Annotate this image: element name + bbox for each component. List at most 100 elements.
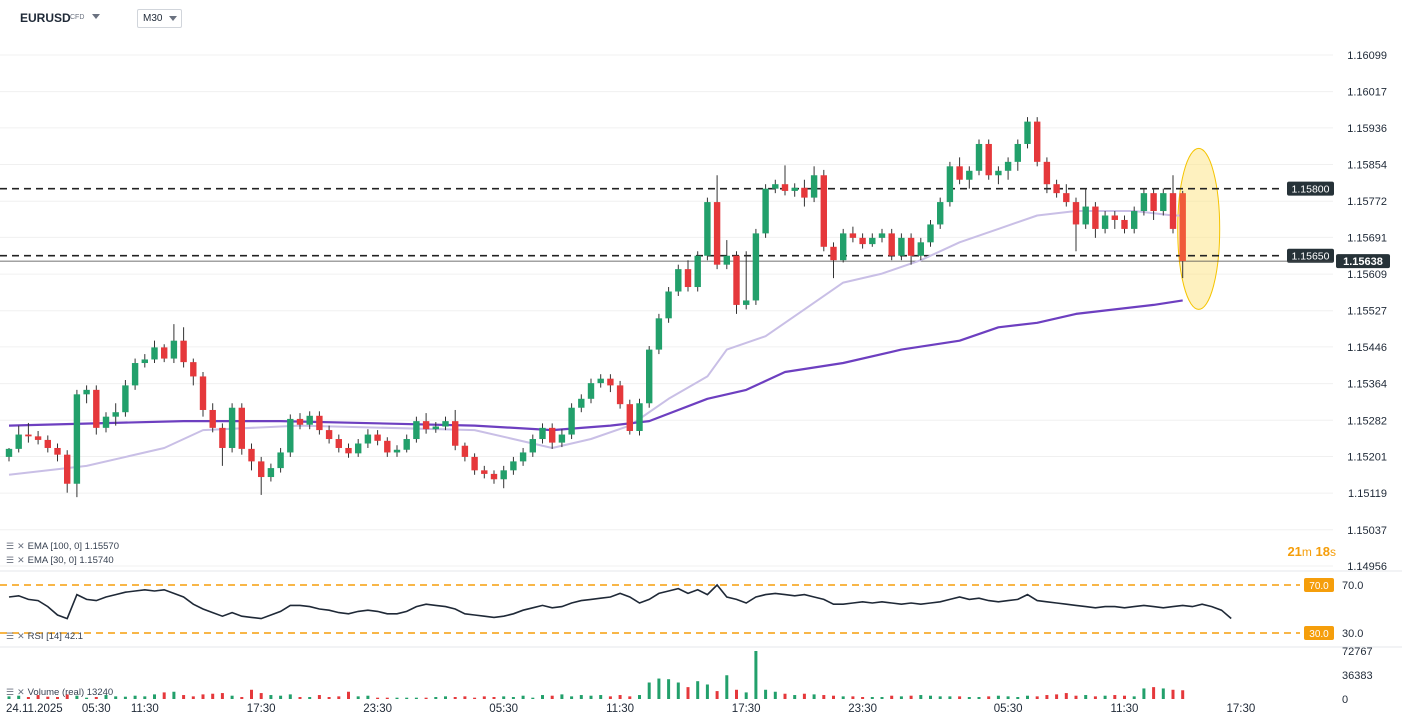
volume-bar bbox=[191, 696, 195, 699]
time-axis-tick-label: 11:30 bbox=[131, 703, 159, 715]
candle-body bbox=[510, 461, 517, 471]
volume-bar bbox=[298, 697, 302, 699]
candle-body bbox=[141, 359, 148, 364]
volume-bar bbox=[337, 696, 341, 699]
volume-bar bbox=[1035, 696, 1039, 699]
close-icon[interactable]: ✕ bbox=[17, 541, 25, 551]
volume-bar bbox=[570, 696, 574, 699]
candle-body bbox=[665, 291, 672, 319]
volume-bar bbox=[977, 697, 981, 699]
volume-bar bbox=[482, 696, 486, 699]
volume-bar bbox=[861, 697, 865, 699]
volume-bar bbox=[1181, 690, 1185, 699]
volume-bar bbox=[1074, 695, 1078, 699]
candle-body bbox=[228, 407, 236, 448]
candle-body bbox=[568, 407, 575, 435]
volume-bar bbox=[589, 695, 593, 699]
timeframe-select[interactable]: M30 bbox=[137, 9, 182, 28]
volume-bar bbox=[880, 697, 884, 699]
volume-bar bbox=[579, 695, 583, 699]
price-level-badge bbox=[1287, 248, 1334, 263]
volume-bar bbox=[327, 697, 331, 699]
ema100-line bbox=[8, 299, 1183, 432]
time-axis-tick-label: 24.11.2025 bbox=[6, 703, 63, 715]
candle-body bbox=[258, 461, 265, 478]
candle-body bbox=[432, 426, 439, 430]
candle-body bbox=[791, 187, 798, 191]
volume-bar bbox=[153, 694, 156, 699]
legend-rsi: ☰ ✕ RSI [14] 42.1 bbox=[6, 630, 83, 642]
candle-body bbox=[917, 242, 924, 256]
volume-bar bbox=[599, 695, 603, 699]
rsi-line bbox=[8, 583, 1232, 620]
last-price-label: 1.15638 bbox=[1343, 256, 1383, 268]
volume-bar bbox=[414, 697, 418, 699]
candle-body bbox=[83, 389, 90, 395]
volume-bar bbox=[754, 651, 758, 699]
volume-bar bbox=[492, 697, 496, 699]
candle-body bbox=[646, 349, 653, 404]
volume-bar bbox=[764, 689, 768, 699]
settings-hamburger-icon[interactable]: ☰ bbox=[6, 555, 15, 565]
time-axis-tick-label: 11:30 bbox=[606, 703, 634, 715]
candle-body bbox=[626, 404, 633, 431]
candle-body bbox=[199, 376, 207, 410]
candle-body bbox=[345, 447, 352, 454]
candle-body bbox=[131, 363, 139, 386]
candle-body bbox=[1150, 193, 1157, 212]
candle-body bbox=[1014, 143, 1021, 162]
price-axis-tick-label: 1.15527 bbox=[1347, 306, 1387, 318]
volume-bar bbox=[1142, 688, 1146, 699]
symbol-dropdown-chevron-down-icon[interactable] bbox=[92, 14, 100, 19]
candle-body bbox=[995, 170, 1002, 176]
rsi-band-badge bbox=[1304, 578, 1334, 592]
candle-body bbox=[529, 439, 536, 453]
candle-body bbox=[675, 269, 682, 292]
legend-ema100-label: EMA [100, 0] 1.15570 bbox=[27, 541, 119, 552]
volume-bar bbox=[1132, 696, 1136, 699]
settings-hamburger-icon[interactable]: ☰ bbox=[6, 631, 15, 641]
price-axis-tick-label: 1.15201 bbox=[1347, 451, 1387, 463]
volume-bar bbox=[104, 695, 108, 699]
candle-body bbox=[869, 237, 876, 245]
volume-bar bbox=[890, 695, 894, 699]
volume-bar bbox=[822, 695, 826, 699]
last-price-badge bbox=[1336, 254, 1390, 269]
close-icon[interactable]: ✕ bbox=[17, 687, 25, 697]
close-icon[interactable]: ✕ bbox=[17, 631, 25, 641]
candle-body bbox=[985, 143, 992, 176]
volume-bar bbox=[26, 697, 30, 699]
price-axis-tick-label: 1.15691 bbox=[1347, 232, 1387, 244]
close-icon[interactable]: ✕ bbox=[17, 555, 25, 565]
candle-body bbox=[1092, 206, 1099, 229]
candle-body bbox=[898, 237, 905, 256]
price-axis-tick-label: 1.15936 bbox=[1347, 123, 1387, 135]
time-axis-tick-label: 05:30 bbox=[489, 703, 518, 715]
volume-bar bbox=[744, 692, 748, 699]
settings-hamburger-icon[interactable]: ☰ bbox=[6, 687, 15, 697]
volume-bar bbox=[1084, 695, 1088, 699]
volume-bar bbox=[75, 695, 79, 699]
time-axis-tick-label: 05:30 bbox=[994, 703, 1023, 715]
candle-body bbox=[713, 202, 721, 265]
volume-bar bbox=[259, 693, 263, 699]
price-level-label: 1.15800 bbox=[1292, 184, 1330, 196]
candle-body bbox=[267, 468, 275, 478]
volume-bar bbox=[802, 693, 806, 699]
candle-body bbox=[5, 448, 13, 457]
settings-hamburger-icon[interactable]: ☰ bbox=[6, 541, 15, 551]
volume-bar bbox=[705, 684, 709, 699]
volume-bar bbox=[929, 695, 932, 699]
candle-body bbox=[296, 418, 304, 425]
candle-body bbox=[1072, 202, 1080, 225]
volume-bar bbox=[832, 695, 835, 699]
candle-body bbox=[452, 421, 459, 446]
candle-body bbox=[161, 347, 168, 359]
time-axis-tick-label: 11:30 bbox=[1111, 703, 1139, 715]
symbol-name[interactable]: EURUSD bbox=[20, 11, 71, 25]
volume-bar bbox=[463, 696, 467, 699]
volume-bar bbox=[1103, 695, 1107, 699]
volume-axis-tick-label: 72767 bbox=[1342, 646, 1373, 658]
candle-body bbox=[15, 434, 22, 449]
